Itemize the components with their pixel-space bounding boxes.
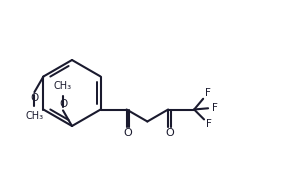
Text: CH₃: CH₃ [54,81,72,91]
Text: CH₃: CH₃ [25,111,44,121]
Text: O: O [30,93,39,103]
Text: O: O [59,99,67,109]
Text: F: F [205,88,211,98]
Text: O: O [124,127,132,137]
Text: F: F [206,119,212,129]
Text: F: F [212,103,218,113]
Text: O: O [165,127,174,137]
